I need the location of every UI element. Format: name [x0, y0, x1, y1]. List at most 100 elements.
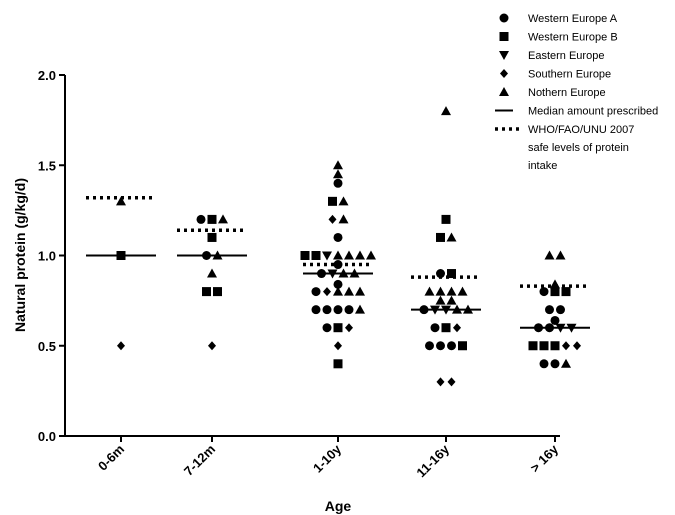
y-tick-label: 1.5	[38, 158, 56, 173]
data-point-triangle-down	[327, 269, 338, 279]
data-point-triangle-up	[452, 304, 462, 314]
data-point-square	[300, 251, 310, 260]
data-point-square	[441, 214, 451, 224]
legend-label: intake	[528, 160, 557, 172]
data-point-circle	[550, 315, 560, 325]
x-tick-label: 0-6m	[95, 442, 127, 474]
legend-swatch-square	[499, 32, 509, 41]
legend-label: Western Europe B	[528, 32, 618, 44]
legend-swatch-circle	[499, 13, 509, 23]
data-point-diamond	[334, 341, 342, 351]
data-point-square	[441, 323, 451, 333]
data-point-triangle-up	[457, 286, 468, 296]
legend-label: Nothern Europe	[528, 87, 606, 99]
data-point-circle	[311, 305, 321, 315]
data-point-square	[207, 214, 217, 224]
data-point-circle	[425, 341, 434, 351]
legend-label: safe levels of protein	[528, 142, 629, 154]
data-point-triangle-up	[366, 250, 376, 260]
data-point-diamond	[345, 323, 353, 333]
data-point-triangle-up	[463, 304, 473, 314]
legend-swatch-triangle-up	[499, 87, 509, 96]
data-point-triangle-down	[555, 323, 566, 333]
axes: 0.0 0.5 1.0 1.5 2.0 0-6m 7-12m 1-10y 11-16y > 16y	[38, 68, 562, 480]
legend-label: WHO/FAO/UNU 2007	[528, 124, 634, 136]
data-point-diamond	[447, 377, 456, 387]
data-point-circle	[419, 305, 429, 315]
data-point-triangle-up	[446, 232, 457, 242]
data-point-square	[436, 232, 445, 242]
data-point-diamond	[328, 214, 337, 224]
data-point-square	[202, 287, 211, 297]
data-point-circle	[333, 232, 343, 242]
data-point-circle	[333, 260, 343, 270]
data-point-square	[333, 323, 343, 333]
data-point-square	[561, 287, 571, 297]
data-point-circle	[436, 269, 445, 279]
data-point-circle	[534, 323, 543, 333]
data-point-triangle-up	[424, 286, 435, 296]
data-point-square	[207, 232, 217, 242]
data-point-triangle-up	[338, 214, 349, 224]
legend-swatch-triangle-down	[499, 51, 509, 60]
y-axis-title: Natural protein (g/kg/d)	[12, 178, 28, 332]
data-point-circle	[447, 341, 456, 351]
data-point-square	[116, 251, 126, 260]
data-point-triangle-up	[333, 169, 343, 179]
data-point-triangle-up	[355, 250, 365, 260]
data-point-square	[458, 341, 467, 351]
data-point-triangle-up	[544, 250, 555, 260]
data-point-triangle-up	[116, 196, 126, 206]
data-point-circle	[322, 323, 332, 333]
data-point-circle	[545, 305, 554, 315]
data-point-triangle-up	[355, 304, 365, 314]
data-point-triangle-up	[344, 250, 354, 260]
data-point-square	[550, 341, 560, 351]
x-tick-label: > 16y	[527, 441, 561, 475]
data-point-triangle-up	[338, 196, 349, 206]
data-points	[116, 106, 581, 387]
legend-swatch-diamond	[500, 69, 508, 78]
data-point-triangle-up	[355, 286, 365, 296]
data-point-circle	[430, 323, 440, 333]
data-point-triangle-up	[349, 268, 360, 278]
data-point-circle	[317, 269, 326, 279]
data-point-square	[539, 341, 549, 351]
data-point-diamond	[208, 341, 216, 351]
data-point-diamond	[117, 341, 125, 351]
x-tick-label: 11-16y	[413, 441, 452, 480]
data-point-diamond	[562, 341, 570, 351]
data-point-circle	[196, 214, 206, 224]
data-point-square	[311, 251, 321, 260]
data-point-circle	[539, 359, 549, 369]
y-tick-label: 0.0	[38, 429, 56, 444]
data-point-diamond	[573, 341, 581, 351]
data-point-triangle-up	[446, 286, 457, 296]
legend-label: Eastern Europe	[528, 50, 604, 62]
legend-label: Median amount prescribed	[528, 106, 658, 118]
data-point-triangle-up	[333, 160, 343, 170]
data-point-triangle-down	[322, 251, 332, 261]
legend: Western Europe A Western Europe B Eastern …	[495, 13, 658, 172]
data-point-square	[328, 196, 337, 206]
data-point-triangle-up	[441, 106, 451, 116]
data-point-circle	[333, 305, 343, 315]
data-point-circle	[550, 359, 560, 369]
data-point-circle	[344, 305, 354, 315]
data-point-circle	[322, 305, 332, 315]
data-point-circle	[436, 341, 445, 351]
axis-labels: Age Natural protein (g/kg/d)	[12, 178, 351, 514]
data-point-square	[447, 269, 456, 279]
data-point-triangle-up	[561, 358, 571, 368]
data-point-triangle-up	[344, 286, 354, 296]
data-point-triangle-up	[212, 250, 223, 260]
data-point-circle	[556, 305, 565, 315]
data-point-triangle-down	[430, 305, 440, 315]
data-point-circle	[545, 323, 554, 333]
data-point-circle	[333, 279, 343, 289]
legend-label: Southern Europe	[528, 69, 611, 81]
data-point-circle	[333, 178, 343, 188]
data-point-diamond	[436, 377, 445, 387]
data-point-square	[550, 287, 560, 297]
